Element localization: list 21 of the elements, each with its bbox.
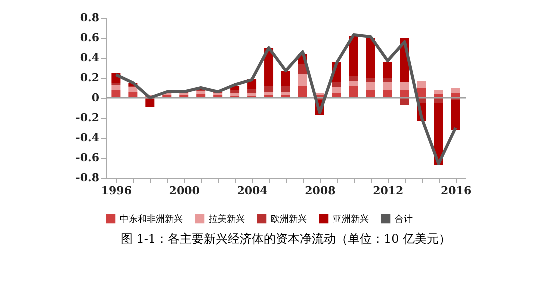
x-tick-label: 1996 — [101, 184, 132, 198]
x-tick-label: 2008 — [305, 184, 336, 198]
y-tick-label: 0.2 — [80, 72, 100, 84]
x-tick-label: 2016 — [441, 184, 472, 198]
x-tick-label: 2012 — [373, 184, 404, 198]
x-tick-label: 2000 — [169, 184, 200, 198]
x-tick-label: 2004 — [237, 184, 268, 198]
y-tick-label: 0.8 — [80, 12, 100, 24]
y-tick-label: -0.8 — [76, 172, 100, 184]
legend-label: 拉美新兴 — [209, 214, 245, 226]
legend-label: 中东和非洲新兴 — [120, 214, 183, 226]
y-tick-label: 0 — [92, 92, 100, 104]
text: 图 1-1：各主要新兴经济体的资本净流动（单位：10 亿美元） — [120, 232, 452, 246]
y-tick-label: 0.6 — [80, 32, 100, 44]
y-tick-label: -0.6 — [76, 152, 100, 164]
y-tick-label: 0.4 — [80, 52, 100, 64]
y-tick-label: -0.2 — [76, 112, 100, 124]
legend-label: 亚洲新兴 — [333, 214, 369, 226]
legend-label: 欧洲新兴 — [271, 214, 307, 226]
y-tick-label: -0.4 — [76, 132, 100, 144]
legend-label: 合计 — [395, 214, 413, 226]
